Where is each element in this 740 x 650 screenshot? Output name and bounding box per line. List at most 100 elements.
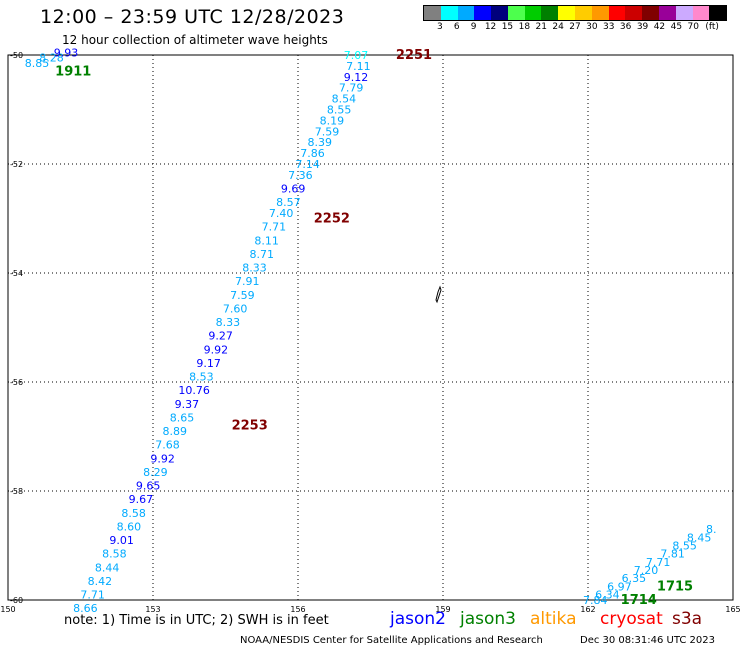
- wave-height-point: 7.81: [660, 548, 685, 561]
- satellite-legend-jason2: jason2: [390, 609, 446, 629]
- colorbar-swatch: [457, 6, 475, 20]
- satellite-legend-altika: altika: [530, 609, 577, 629]
- colorbar-label: 24: [552, 22, 564, 32]
- lat-tick-label: -50: [10, 51, 23, 60]
- pass-time-label: 1715: [657, 579, 693, 594]
- colorbar-label: 27: [569, 22, 581, 32]
- wave-height-point: 7.60: [223, 302, 248, 315]
- lon-tick-label: 162: [580, 605, 595, 614]
- wave-height-point: 7.71: [646, 556, 671, 569]
- colorbar-label: 45: [670, 22, 683, 32]
- lat-tick-label: -56: [10, 378, 23, 387]
- wave-height-point: 8.: [706, 523, 717, 536]
- wave-height-point: 8.39: [308, 136, 333, 149]
- lat-tick-label: -60: [10, 596, 23, 605]
- lon-tick-label: 156: [290, 605, 305, 614]
- lon-tick-label: 165: [725, 605, 740, 614]
- wave-height-point: 8.45: [687, 531, 712, 544]
- pass-time-label: 1714: [621, 593, 657, 608]
- wave-height-point: 8.33: [216, 316, 241, 329]
- wave-height-point: 8.55: [327, 104, 352, 117]
- wave-height-point: 8.57: [276, 196, 301, 209]
- page-title: 12:00 – 23:59 UTC 12/28/2023: [40, 6, 345, 28]
- colorbar-swatch: [541, 6, 559, 20]
- wave-height-point: 9.92: [204, 343, 229, 356]
- colorbar-swatch: [558, 6, 576, 20]
- wave-height-point: 9.92: [150, 452, 175, 465]
- pass-time-label: 1911: [55, 64, 91, 79]
- wave-height-point: 8.55: [672, 540, 697, 553]
- colorbar-swatch: [575, 6, 592, 20]
- wave-height-point: 8.58: [121, 507, 146, 520]
- colorbar-labels: 3 6 9 12 15 18 21 24 27 30 33 36 39 42 45 70 (ft): [423, 22, 727, 34]
- wave-height-point: 9.17: [196, 357, 221, 370]
- wave-height-point: 9.93: [54, 46, 79, 59]
- wave-height-point: 7.71: [80, 589, 105, 602]
- wave-height-point: 8.89: [163, 425, 188, 438]
- colorbar-label: 15: [501, 22, 514, 32]
- wave-height-point: 7.86: [300, 147, 325, 160]
- lon-tick-label: 150: [0, 605, 15, 614]
- wave-height-point: 8.29: [143, 466, 168, 479]
- lon-tick-label: 153: [145, 605, 160, 614]
- wave-height-point: 7.11: [346, 60, 371, 73]
- pass-time-label: 2252: [314, 212, 350, 227]
- colorbar-label: 12: [484, 22, 497, 32]
- wave-height-point: 6.35: [622, 572, 647, 585]
- colorbar-swatch: [591, 6, 609, 20]
- wave-height-point: 9.65: [136, 480, 161, 493]
- wave-height-point: 8.19: [320, 114, 345, 127]
- colorbar-label: 6: [453, 22, 460, 32]
- colorbar-label: 70: [687, 22, 699, 32]
- wave-height-point: 7.07: [344, 49, 369, 62]
- wave-height-point: 7.40: [269, 207, 294, 220]
- wave-height-point: 9.01: [109, 534, 134, 547]
- wave-height-point: 9.27: [208, 330, 233, 343]
- wave-height-point: 8.44: [95, 561, 120, 574]
- wave-height-point: 7.14: [295, 158, 320, 171]
- wave-height-point: 7.20: [634, 564, 659, 577]
- wave-height-point: 9.67: [129, 493, 154, 506]
- wave-height-point: 8.33: [242, 262, 267, 275]
- wave-height-point: 8.85: [25, 57, 50, 70]
- wave-height-point: 6.34: [595, 589, 620, 602]
- colorbar-unit: (ft): [705, 22, 719, 32]
- wave-height-point: 7.84: [583, 594, 608, 607]
- satellite-legend-jason3: jason3: [460, 609, 516, 629]
- colorbar-label: 18: [518, 22, 531, 32]
- pass-time-label: 2253: [232, 419, 268, 434]
- tick-labels: 150 153 156 159 162 165 -50 -52 -54 -56 -58 -60: [0, 51, 740, 614]
- wave-height-point: 7.68: [155, 439, 180, 452]
- colorbar-swatch: [474, 6, 492, 20]
- colorbar-label: 3: [437, 22, 443, 32]
- colorbar-label: 39: [636, 22, 649, 32]
- wave-height-point: 9.37: [175, 398, 200, 411]
- colorbar-swatch: [608, 6, 626, 20]
- wave-height-point: 8.60: [117, 520, 142, 533]
- colorbar-swatch: [642, 6, 659, 20]
- pass-time-label: 2251: [396, 48, 432, 63]
- wave-height-point: 7.91: [235, 275, 260, 288]
- colorbar-swatch: [491, 6, 508, 20]
- wave-height-point: 7.71: [262, 221, 287, 234]
- colorbar-label: 30: [586, 22, 598, 32]
- colorbar-swatch: [658, 6, 676, 20]
- wave-height-point: 8.66: [73, 602, 98, 615]
- wave-height-point: 8.65: [170, 411, 195, 424]
- wave-height-point: 7.59: [315, 125, 340, 138]
- page-subtitle: 12 hour collection of altimeter wave hei…: [62, 33, 328, 47]
- lat-tick-label: -52: [10, 160, 23, 169]
- colorbar-swatch: [424, 6, 441, 20]
- colorbar-swatch: [675, 6, 693, 20]
- footer-credit: NOAA/NESDIS Center for Satellite Applica…: [240, 635, 543, 646]
- wave-height-point: 9.12: [344, 71, 369, 84]
- colorbar-swatch: [524, 6, 542, 20]
- colorbar-swatch: [507, 6, 525, 20]
- footer-timestamp: Dec 30 08:31:46 UTC 2023: [580, 635, 715, 646]
- colorbar-swatch: [709, 6, 727, 20]
- colorbar-label: 36: [619, 22, 632, 32]
- lat-tick-label: -54: [10, 269, 23, 278]
- lon-tick-label: 159: [435, 605, 450, 614]
- wave-height-point: 8.53: [189, 371, 214, 384]
